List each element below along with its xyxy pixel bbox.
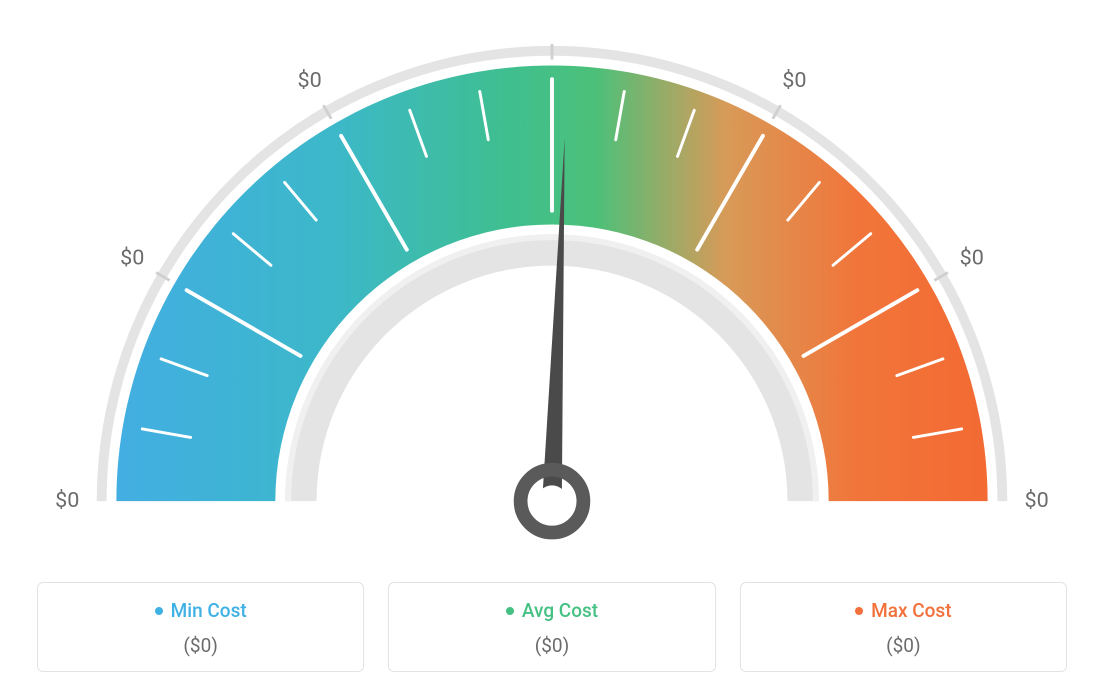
legend-card-avg: Avg Cost ($0) [388,582,715,672]
legend-title-max: Max Cost [855,599,951,622]
svg-text:$0: $0 [120,245,144,270]
svg-text:$0: $0 [55,488,79,513]
legend-card-max: Max Cost ($0) [740,582,1067,672]
dot-icon [155,607,163,615]
legend-value: ($0) [58,634,343,657]
legend-value: ($0) [761,634,1046,657]
legend-label: Avg Cost [522,599,598,622]
svg-text:$0: $0 [1025,488,1049,513]
legend-value: ($0) [409,634,694,657]
dot-icon [506,607,514,615]
gauge-svg: $0$0$0$0$0$0$0 [42,40,1062,560]
legend-label: Max Cost [871,599,951,622]
gauge-chart-container: $0$0$0$0$0$0$0 Min Cost ($0) Avg Cost ($… [0,0,1104,690]
legend-card-min: Min Cost ($0) [37,582,364,672]
dot-icon [855,607,863,615]
legend-title-min: Min Cost [155,599,247,622]
legend-title-avg: Avg Cost [506,599,598,622]
legend-label: Min Cost [171,599,247,622]
svg-text:$0: $0 [782,68,806,93]
svg-text:$0: $0 [298,68,322,93]
gauge-wrap: $0$0$0$0$0$0$0 [42,40,1062,560]
legend-row: Min Cost ($0) Avg Cost ($0) Max Cost ($0… [37,582,1067,672]
svg-text:$0: $0 [960,245,984,270]
